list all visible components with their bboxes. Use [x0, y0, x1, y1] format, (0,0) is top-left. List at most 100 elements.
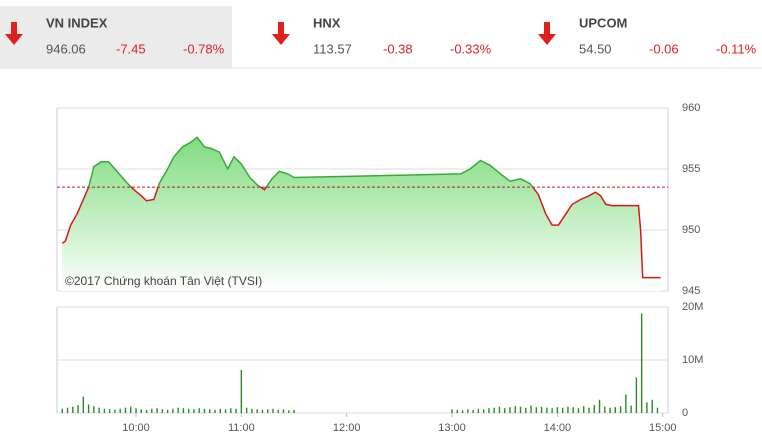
y-tick-label: 0	[682, 407, 688, 419]
volume-bar	[572, 407, 574, 413]
volume-bar	[87, 404, 90, 413]
volume-bar	[261, 409, 264, 413]
volume-bar	[567, 406, 569, 413]
volume-bar	[135, 408, 137, 413]
volume-bar	[540, 406, 543, 413]
x-tick-label: 10:00	[122, 422, 150, 434]
volume-bar	[556, 407, 559, 413]
volume-bar	[240, 370, 243, 413]
volume-bar	[156, 408, 158, 413]
volume-bar	[187, 408, 190, 413]
index-change: -0.06	[649, 41, 679, 56]
index-percent: -0.11%	[716, 41, 757, 56]
x-tick-label: 14:00	[544, 422, 572, 434]
volume-bar	[251, 408, 253, 413]
volume-bar	[272, 408, 274, 413]
volume-bar	[472, 409, 474, 413]
volume-bar	[488, 408, 490, 413]
index-value: 54.50	[579, 41, 612, 56]
index-change: -0.38	[383, 41, 413, 56]
volume-bar	[625, 394, 627, 413]
volume-bar	[467, 409, 469, 413]
volume-bar	[293, 409, 295, 413]
volume-bar	[577, 408, 580, 413]
volume-bar	[630, 405, 632, 413]
volume-bar	[114, 409, 116, 413]
volume-bar	[604, 406, 606, 413]
volume-bar	[119, 408, 121, 413]
index-value: 946.06	[46, 41, 86, 56]
x-tick-label: 13:00	[438, 422, 466, 434]
volume-bar	[230, 408, 232, 413]
volume-bar	[509, 407, 511, 413]
volume-bar	[651, 399, 653, 413]
volume-bar	[145, 409, 148, 413]
y-tick-label: 20M	[682, 301, 703, 313]
volume-bar	[182, 408, 185, 413]
volume-bar	[525, 407, 527, 413]
volume-bar	[77, 405, 79, 413]
index-name: HNX	[313, 15, 341, 30]
volume-bar	[72, 406, 74, 413]
volume-bar	[256, 409, 258, 413]
volume-bar	[530, 405, 532, 413]
volume-bar	[166, 409, 169, 413]
volume-bar	[519, 406, 522, 413]
y-tick-label: 955	[682, 163, 700, 175]
volume-bar	[598, 399, 601, 413]
volume-bar	[214, 409, 216, 413]
copyright: ©2017 Chứng khoán Tân Việt (TVSI)	[65, 274, 262, 288]
volume-bar	[161, 409, 164, 413]
selected-tab	[0, 6, 232, 68]
price-line	[61, 136, 661, 279]
volume-bar	[535, 407, 538, 413]
volume-bar	[224, 409, 227, 413]
down-arrow	[5, 22, 23, 45]
volume-bar	[98, 407, 100, 413]
volume-bar	[593, 405, 595, 413]
index-change: -7.45	[116, 41, 146, 56]
volume-bar	[266, 409, 269, 413]
y-tick-label: 10M	[682, 354, 703, 366]
y-tick-label: 950	[682, 224, 700, 236]
volume-bar	[151, 408, 153, 413]
x-tick-label: 12:00	[333, 422, 361, 434]
volume-bar	[561, 407, 564, 413]
index-name: UPCOM	[579, 15, 627, 30]
volume-bar	[198, 408, 200, 413]
volume-bar	[219, 408, 221, 413]
volume-bar	[93, 406, 95, 413]
volume-bar	[288, 410, 290, 413]
volume-bar	[493, 407, 495, 413]
volume-bar	[140, 409, 142, 413]
volume-bar	[635, 377, 638, 413]
volume-bar	[209, 409, 211, 413]
volume-bar	[514, 406, 516, 413]
down-arrow	[538, 22, 556, 45]
x-tick-label: 11:00	[228, 422, 255, 434]
volume-bar	[277, 409, 279, 413]
volume-bar	[504, 408, 506, 413]
volume-bar	[640, 313, 643, 413]
x-tick-label: 15:00	[649, 422, 677, 434]
volume-bar	[245, 407, 248, 413]
volume-bar	[456, 409, 459, 413]
volume-bar	[61, 408, 63, 413]
volume-bar	[66, 407, 69, 413]
volume-bar	[583, 406, 585, 413]
down-arrow	[272, 22, 290, 45]
volume-bar	[177, 407, 179, 413]
index-percent: -0.78%	[183, 41, 225, 56]
volume-bar	[477, 408, 480, 413]
volume-bar	[82, 396, 85, 413]
volume-bar	[588, 407, 590, 413]
volume-bar	[482, 409, 485, 413]
volume-bar	[451, 409, 453, 413]
volume-bar	[619, 406, 622, 413]
index-percent: -0.33%	[450, 41, 492, 56]
volume-bar	[193, 409, 195, 413]
volume-bar	[656, 407, 659, 413]
volume-bar	[551, 408, 553, 413]
volume-bar	[609, 407, 611, 413]
